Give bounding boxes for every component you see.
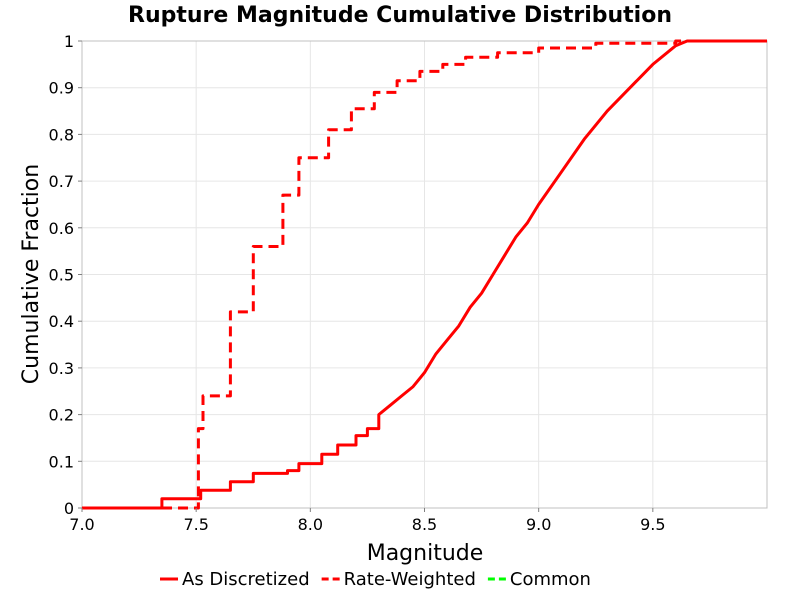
x-tick-label: 7.5	[183, 515, 208, 534]
x-tick-label: 9.5	[640, 515, 665, 534]
series-line-1	[82, 39, 767, 510]
chart-title: Rupture Magnitude Cumulative Distributio…	[128, 3, 672, 28]
legend-label: Common	[510, 569, 591, 590]
y-tick-label: 0.2	[49, 406, 74, 425]
y-tick-label: 0.6	[49, 219, 74, 238]
y-tick-label: 0	[64, 499, 74, 518]
y-tick-label: 0.8	[49, 125, 74, 144]
x-tick-label: 9.0	[526, 515, 551, 534]
gridlines	[81, 40, 767, 509]
legend-label: As Discretized	[182, 569, 310, 590]
x-axis-label: Magnitude	[367, 541, 484, 566]
x-axis-ticks: 7.0 7.5 8.0 8.5 9.0 9.5	[69, 508, 666, 534]
y-tick-label: 0.7	[49, 172, 74, 191]
y-tick-label: 0.9	[49, 79, 74, 98]
y-axis-ticks: 0 0.1 0.2 0.3 0.4 0.5 0.6 0.7 0.8 0.9 1	[49, 32, 82, 518]
y-axis-label: Cumulative Fraction	[19, 164, 44, 384]
series-line-0	[82, 39, 767, 510]
x-tick-label: 8.0	[298, 515, 323, 534]
y-tick-label: 0.4	[49, 312, 74, 331]
y-tick-label: 0.1	[49, 452, 74, 471]
y-tick-label: 0.5	[49, 266, 74, 285]
series-lines	[82, 39, 767, 510]
y-tick-label: 0.3	[49, 359, 74, 378]
legend-label: Rate-Weighted	[344, 569, 476, 590]
legend: As Discretized Rate-Weighted Common	[160, 569, 591, 590]
x-tick-label: 7.0	[69, 515, 94, 534]
y-tick-label: 1	[64, 32, 74, 51]
x-tick-label: 8.5	[412, 515, 437, 534]
